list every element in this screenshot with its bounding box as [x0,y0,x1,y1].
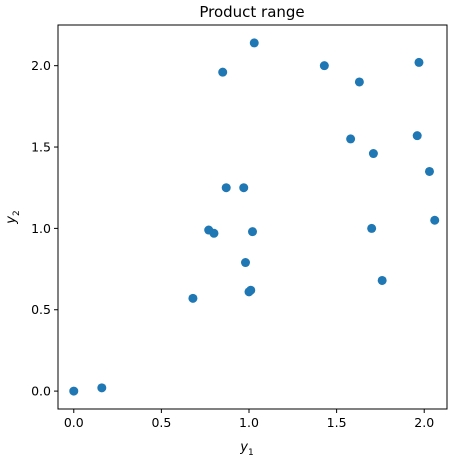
data-point [424,166,434,176]
y-axis-label: y2 [4,210,22,224]
data-point [368,149,378,159]
data-point [240,258,250,268]
x-axis-label: y1 [239,440,253,458]
x-axis-label-subscript: 1 [248,448,254,458]
y-axis-label-subscript: 2 [12,210,22,216]
data-point [377,275,387,285]
y-tick-label: 1.0 [31,221,51,236]
plot-frame [57,24,448,410]
data-point [354,77,364,87]
x-tick-label: 0.5 [151,415,171,430]
x-tick-label: 1.5 [327,415,347,430]
data-point [346,134,356,144]
y-axis-label-main: y [4,216,19,225]
data-point [188,293,198,303]
data-point [69,386,79,396]
y-tick-label: 2.0 [31,58,51,73]
data-point [97,383,107,393]
data-points [69,38,440,396]
x-tick-label: 0.0 [64,415,84,430]
chart-title: Product range [199,3,304,21]
data-point [209,228,219,238]
x-axis-label-main: y [239,440,248,455]
data-point [414,57,424,67]
data-point [246,285,256,295]
data-point [430,215,440,225]
data-point [412,131,422,141]
y-tick-label: 0.0 [31,384,51,399]
data-point [218,67,228,77]
x-axis: 0.0 0.5 1.0 1.5 2.0 [64,409,434,430]
data-point [249,38,259,48]
x-tick-label: 2.0 [414,415,434,430]
data-point [221,183,231,193]
y-axis: 0.0 0.5 1.0 1.5 2.0 [31,58,58,399]
data-point [239,183,249,193]
data-point [319,61,329,71]
y-tick-label: 0.5 [31,302,51,317]
data-point [367,223,377,233]
y-tick-label: 1.5 [31,140,51,155]
data-point [248,227,257,237]
x-tick-label: 1.0 [239,415,259,430]
